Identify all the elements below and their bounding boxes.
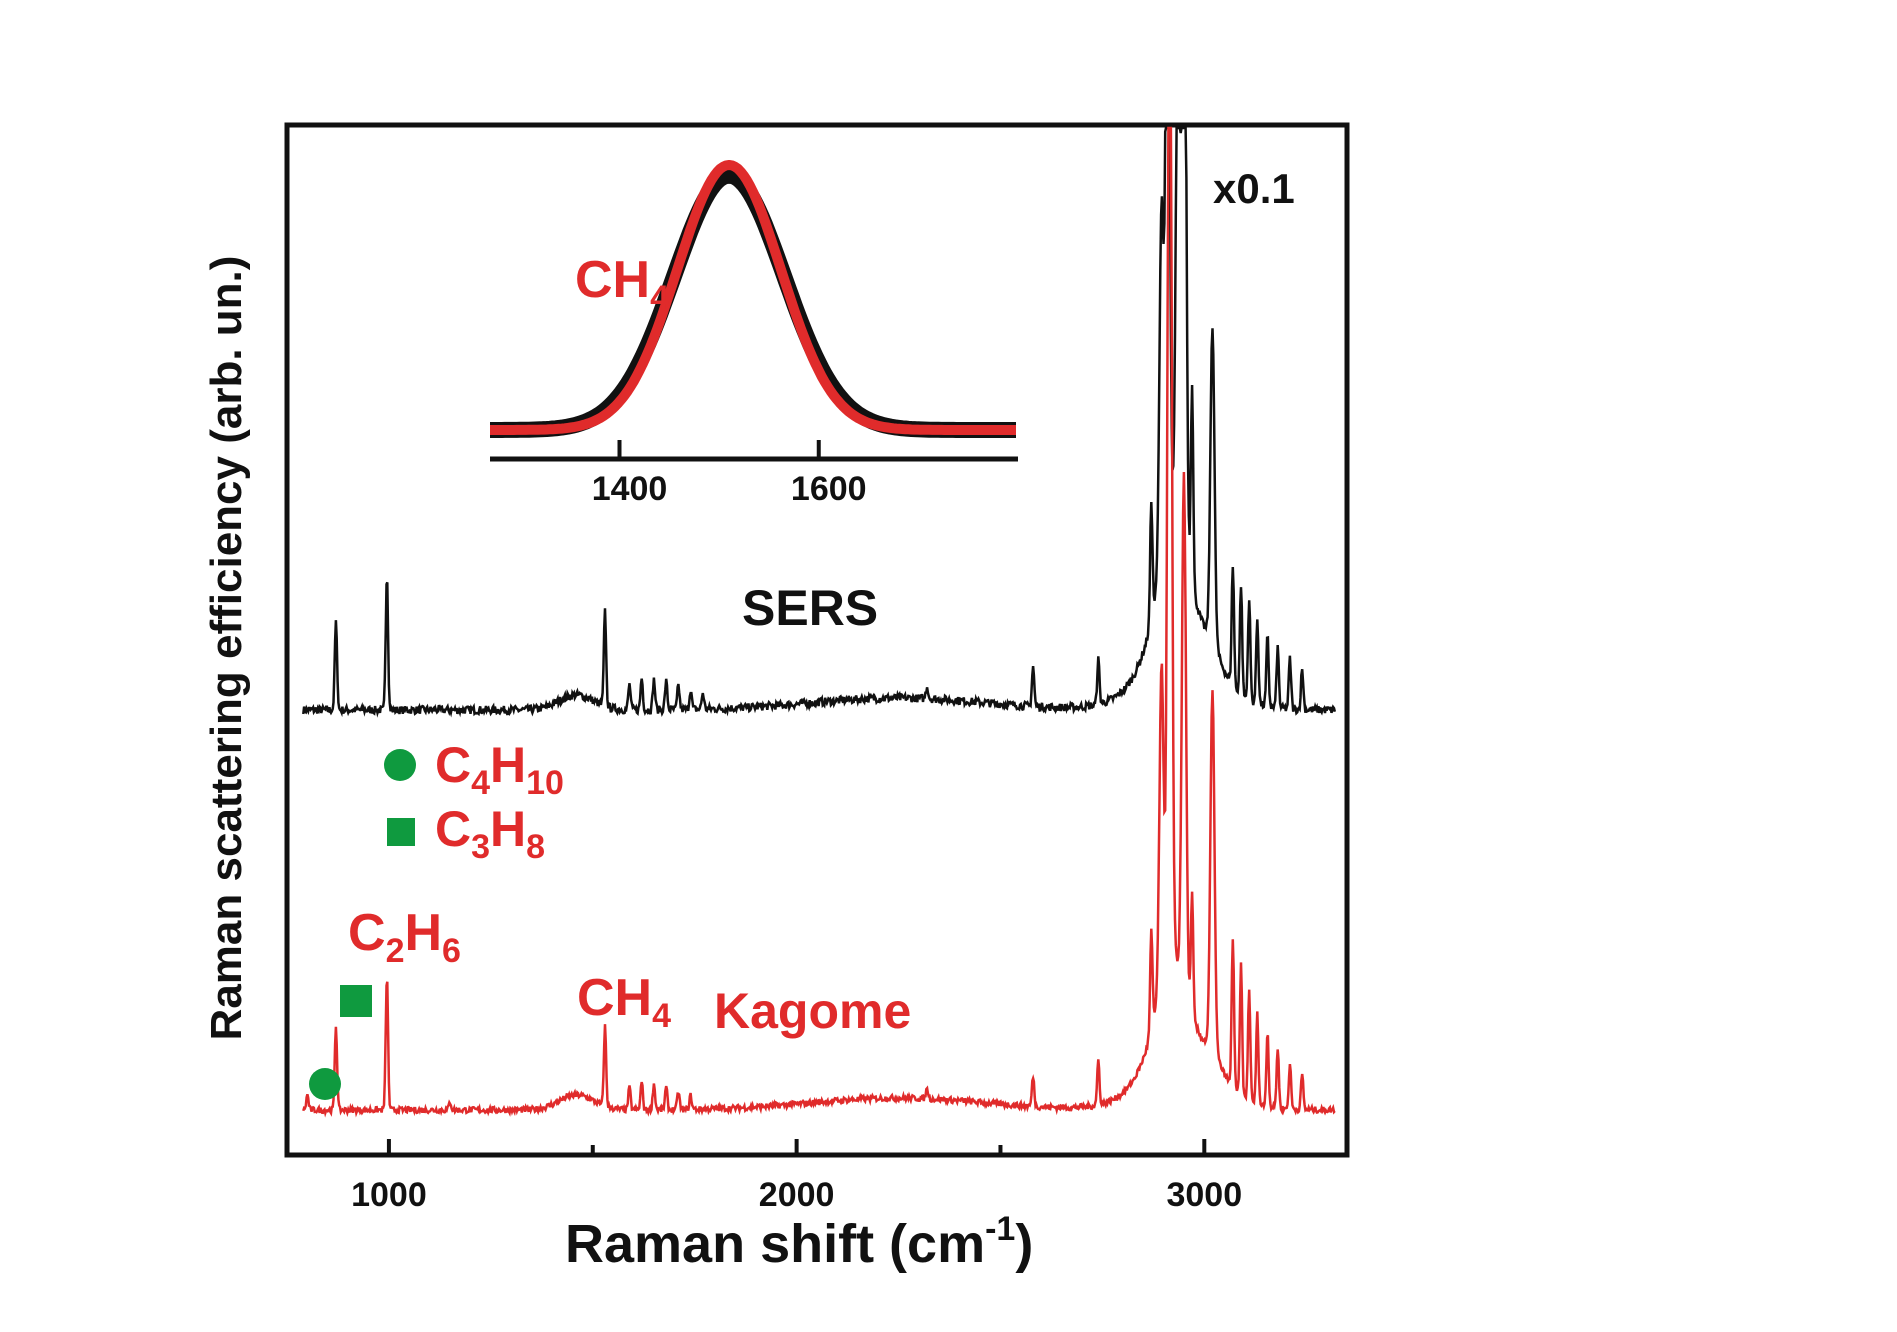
inset-ch4-base: CH bbox=[575, 251, 650, 309]
c3h8-c-sub: 3 bbox=[471, 828, 490, 866]
c4h10-peak-circle-icon bbox=[309, 1068, 341, 1100]
c2h6-c-sub: 2 bbox=[386, 932, 405, 970]
kagome-label: Kagome bbox=[714, 983, 911, 1039]
x-tick-label-0: 1000 bbox=[351, 1176, 427, 1214]
x-axis-title-main: Raman shift (cm bbox=[565, 1214, 985, 1274]
inset-line-kagome bbox=[488, 160, 1018, 435]
plot-frame bbox=[284, 122, 1350, 1158]
inset-chart: 1400 1600 CH4 bbox=[485, 160, 1021, 508]
inset-x-ticks: 1400 1600 bbox=[592, 440, 867, 508]
c2h6-label: C2H6 bbox=[348, 904, 461, 970]
c3h8-h: H bbox=[490, 801, 526, 857]
sers-label: SERS bbox=[742, 580, 878, 636]
c4h10-c: C bbox=[435, 737, 471, 793]
y-axis-title: Raman scattering efficiency (arb. un.) bbox=[202, 256, 251, 1041]
ch4-peak-label: CH4 bbox=[577, 969, 671, 1035]
c4h10-h: H bbox=[490, 737, 526, 793]
series-line-sers bbox=[302, 126, 1337, 718]
x-axis-title-close: ) bbox=[1015, 1214, 1033, 1274]
c4h10-h-sub: 10 bbox=[526, 764, 564, 802]
c4h10-legend-label: C4H10 bbox=[435, 737, 564, 802]
c3h8-legend-square-icon bbox=[387, 818, 415, 846]
inset-tick-label-0: 1400 bbox=[592, 470, 668, 508]
c3h8-h-sub: 8 bbox=[526, 828, 545, 866]
inset-line-sers bbox=[485, 167, 1021, 438]
series-group bbox=[302, 126, 1337, 1118]
x-tick-label-2: 3000 bbox=[1166, 1176, 1242, 1214]
inset-ch4-label: CH4 bbox=[575, 251, 669, 317]
c3h8-c: C bbox=[435, 801, 471, 857]
c3h8-legend-label: C3H8 bbox=[435, 801, 545, 866]
c2h6-c: C bbox=[348, 904, 386, 962]
inset-tick-label-1: 1600 bbox=[791, 470, 867, 508]
c4h10-c-sub: 4 bbox=[471, 764, 490, 802]
inset-series-group bbox=[485, 160, 1021, 438]
c2h6-h-sub: 6 bbox=[442, 932, 461, 970]
scale-note: x0.1 bbox=[1213, 165, 1295, 212]
x-axis-title-sup: -1 bbox=[985, 1210, 1015, 1248]
c3h8-peak-square-icon bbox=[340, 985, 372, 1017]
inset-ch4-sub: 4 bbox=[650, 279, 669, 317]
c4h10-legend-circle-icon bbox=[384, 749, 416, 781]
c2h6-h: H bbox=[404, 904, 442, 962]
ch4-peak-label-base: CH bbox=[577, 969, 652, 1027]
x-tick-label-1: 2000 bbox=[759, 1176, 835, 1214]
ch4-peak-label-sub: 4 bbox=[652, 997, 671, 1035]
x-axis-ticks: 1000 2000 3000 bbox=[351, 1139, 1242, 1214]
series-line-kagome bbox=[302, 126, 1336, 1118]
x-axis-title: Raman shift (cm-1) bbox=[565, 1210, 1033, 1274]
